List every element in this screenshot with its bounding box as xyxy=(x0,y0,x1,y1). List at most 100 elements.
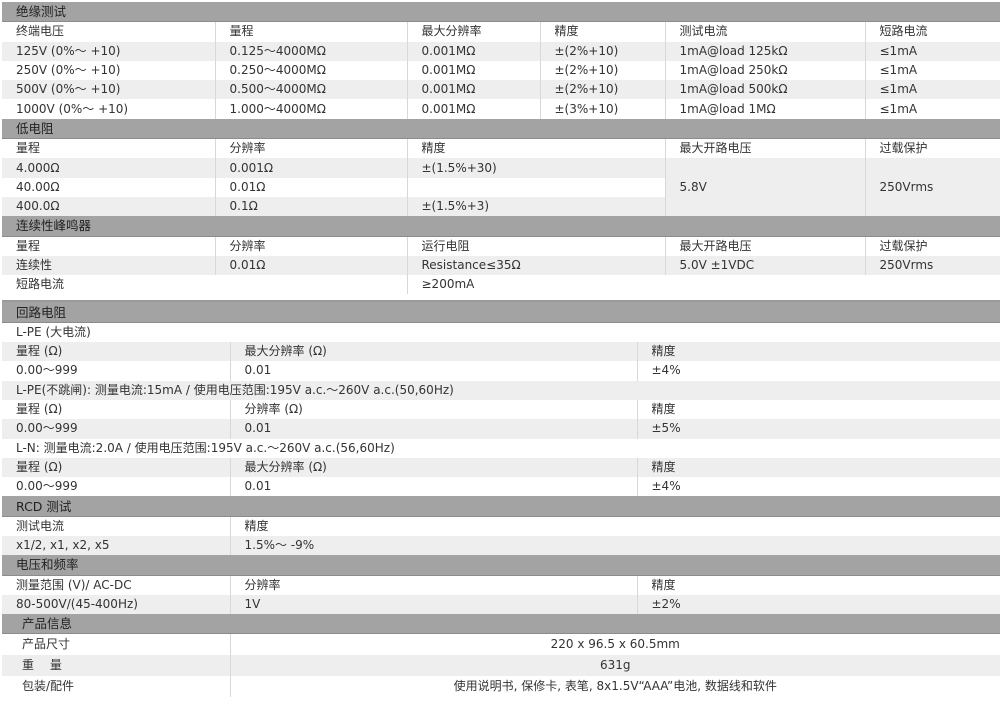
column-header: 最大分辨率 (Ω) xyxy=(229,342,637,362)
cell: 1mA@load 250kΩ xyxy=(664,60,865,81)
cell: 1mA@load 1MΩ xyxy=(664,99,865,119)
section-header-voltage-frequency: 电压和频率 xyxy=(2,555,1000,576)
column-header: 精度 xyxy=(636,342,1000,362)
column-header: 终端电压 xyxy=(16,24,65,39)
section-header-continuity: 连续性峰鸣器 xyxy=(2,216,1000,237)
cell: 0.00～999 xyxy=(16,363,78,378)
column-header: 量程 (Ω) xyxy=(16,402,63,417)
column-header: 最大开路电压 xyxy=(664,236,865,256)
cell: 0.01 xyxy=(229,361,637,381)
cell: x1/2, x1, x2, x5 xyxy=(2,536,230,556)
table-row: 80-500V/(45-400Hz) 1V ±2% xyxy=(2,594,1000,615)
cell: 1.5%～ -9% xyxy=(229,536,1000,556)
table-row: 连续性 0.01Ω Resistance≤35Ω 5.0V ±1VDC 250V… xyxy=(2,255,1000,276)
column-header: 精度 xyxy=(636,399,1000,420)
table-header-row: 量程 分辨率 精度 最大开路电压 过载保护 xyxy=(2,138,1000,159)
cell: ±(2%+10) xyxy=(539,80,665,100)
table-row: x1/2, x1, x2, x5 1.5%～ -9% xyxy=(2,536,1000,556)
table-row: 40.00Ω 0.01Ω xyxy=(2,177,1000,197)
cell: 1000V (0%～ +10) xyxy=(16,101,129,116)
cell: ±5% xyxy=(636,419,1000,439)
cell: ±(3%+10) xyxy=(539,99,665,119)
table-row: 125V (0%～ +10) 0.125～4000MΩ 0.001MΩ ±(2%+10… xyxy=(2,41,1000,61)
cell-empty xyxy=(665,275,865,294)
column-header: 精度 xyxy=(406,138,665,159)
column-header: 精度 xyxy=(636,457,1000,478)
table-row: 包装/配件 使用说明书, 保修卡, 表笔, 8x1.5V“AAA”电池, 数据线和… xyxy=(2,676,1000,698)
cell: 0.001MΩ xyxy=(406,60,540,81)
table-header-row: 量程 (Ω) 最大分辨率 (Ω) 精度 xyxy=(2,342,1000,362)
column-header: 精度 xyxy=(539,21,665,42)
column-header: 过载保护 xyxy=(864,236,1000,256)
cell: 250Vrms xyxy=(864,255,1000,276)
cell: 0.001MΩ xyxy=(406,80,540,100)
spec-table-bottom: 回路电阻 L-PE (大电流) 量程 (Ω) 最大分辨率 (Ω) 精度 0.00～9… xyxy=(2,300,1000,615)
column-header: 测试电流 xyxy=(16,518,65,533)
cell: 250V (0%～ +10) xyxy=(16,63,121,78)
section-header-product: 产品信息 xyxy=(2,614,1000,635)
table-header-row: 终端电压 量程 最大分辨率 精度 测试电流 短路电流 xyxy=(2,21,1000,42)
column-header: 量程 (Ω) xyxy=(2,457,230,478)
table-row: 500V (0%～ +10) 0.500～4000MΩ 0.001MΩ ±(2%+10… xyxy=(2,80,1000,100)
section-title: 产品信息 xyxy=(2,614,1000,635)
column-header: 测量范围 (V)/ AC-DC xyxy=(16,577,132,592)
table-row: 1000V (0%～ +10) 1.000～4000MΩ 0.001MΩ ±(3%+1… xyxy=(2,99,1000,119)
table-row: 0.00～999 0.01 ±4% xyxy=(2,477,1000,497)
section-header-rcd: RCD 测试 xyxy=(2,496,1000,517)
cell: 0.01 xyxy=(229,419,637,439)
group-label-row: L-PE (大电流) xyxy=(2,322,1000,342)
product-info-table: 产品信息 产品尺寸 220 x 96.5 x 60.5mm 重 量 631g 包装/… xyxy=(2,614,1000,698)
cell: 40.00Ω xyxy=(16,179,60,194)
cell: 1mA@load 500kΩ xyxy=(664,80,865,100)
table-header-row: 测量范围 (V)/ AC-DC 分辨率 精度 xyxy=(2,575,1000,595)
cell: ≥200mA xyxy=(406,275,665,295)
column-header: 量程 xyxy=(214,21,407,42)
overload-cell: 250Vrms xyxy=(864,158,1000,217)
group-label: L-PE (大电流) xyxy=(16,324,91,339)
cell: ≤1mA xyxy=(864,60,1000,81)
cell: 使用说明书, 保修卡, 表笔, 8x1.5V“AAA”电池, 数据线和软件 xyxy=(229,676,1000,698)
column-header: 短路电流 xyxy=(864,21,1000,42)
section-title: 连续性峰鸣器 xyxy=(2,216,1000,237)
cell: 0.00～999 xyxy=(2,419,230,439)
cell: 1mA@load 125kΩ xyxy=(664,41,865,61)
cell: 400.0Ω xyxy=(2,196,215,217)
column-header: 分辨率 (Ω) xyxy=(229,399,637,420)
cell: 0.001MΩ xyxy=(406,99,540,119)
cell: ±4% xyxy=(636,477,1000,497)
cell: 631g xyxy=(229,655,1000,677)
column-header: 分辨率 xyxy=(214,236,407,256)
cell: 0.01Ω xyxy=(214,255,407,276)
table-row: 短路电流 ≥200mA xyxy=(2,275,1000,295)
cell: 220 x 96.5 x 60.5mm xyxy=(229,633,1000,656)
cell: ±4% xyxy=(636,361,1000,381)
row-label: 产品尺寸 xyxy=(22,637,71,652)
column-header: 测试电流 xyxy=(664,21,865,42)
section-header-low-resistance: 低电阻 xyxy=(2,118,1000,140)
cell: 1V xyxy=(229,594,637,615)
section-title: 低电阻 xyxy=(2,118,1000,140)
cell: ±(1.5%+3) xyxy=(406,196,665,217)
table-row: 重 量 631g xyxy=(2,655,1000,677)
column-header: 分辨率 xyxy=(214,138,407,159)
column-header: 运行电阻 xyxy=(406,236,665,256)
table-row: 0.00～999 0.01 ±4% xyxy=(2,361,1000,381)
table-row: 产品尺寸 220 x 96.5 x 60.5mm xyxy=(2,633,1000,656)
column-header: 精度 xyxy=(636,575,1000,595)
cell: 0.001MΩ xyxy=(406,41,540,61)
cell-empty xyxy=(865,275,1000,294)
column-header: 精度 xyxy=(229,516,1000,537)
column-header: 过载保护 xyxy=(864,138,1000,159)
section-title: 绝缘测试 xyxy=(2,2,1000,23)
group-label: L-PE(不跳闸): 测量电流:15mA / 使用电压范围:195V a.c.～… xyxy=(2,380,1000,400)
column-header: 量程 (Ω) xyxy=(2,342,230,362)
section-title: 电压和频率 xyxy=(2,555,1000,576)
cell: 0.500～4000MΩ xyxy=(214,80,407,100)
cell: 0.1Ω xyxy=(214,196,407,217)
cell: 125V (0%～ +10) xyxy=(2,41,215,61)
cell: 4.000Ω xyxy=(2,158,215,178)
cell: Resistance≤35Ω xyxy=(406,255,665,276)
cell: 短路电流 xyxy=(16,277,65,292)
group-label: L-N: 测量电流:2.0A / 使用电压范围:195V a.c.～260V a… xyxy=(16,440,395,455)
section-title: 回路电阻 xyxy=(2,301,1000,323)
